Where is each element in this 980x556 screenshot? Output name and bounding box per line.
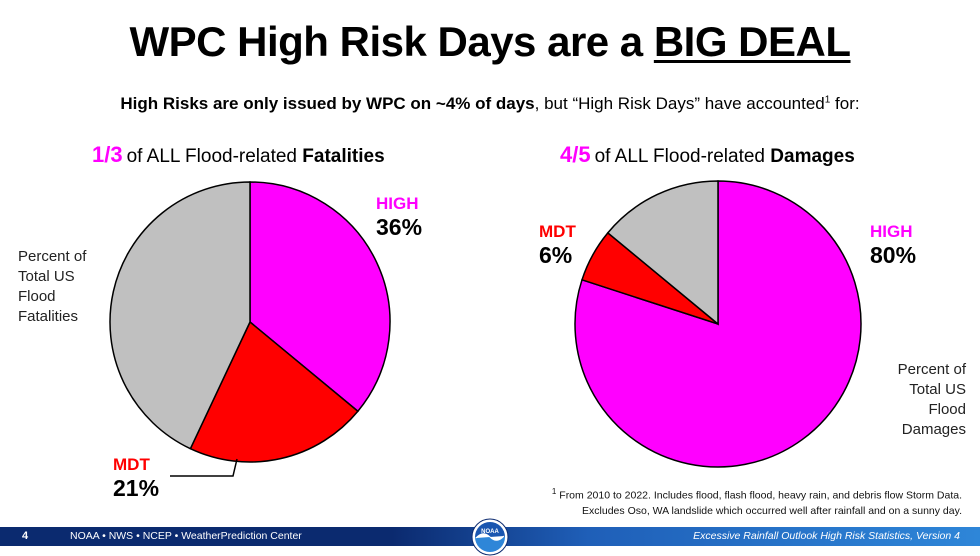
damages-header: 4/5 of ALL Flood-related Damages [560,142,855,167]
fatalities-other-slice [109,181,251,450]
slice-category: HIGH [870,222,913,241]
damages-fraction: 4/5 [560,142,591,167]
slice-percent: 6% [539,241,573,268]
fatalities-fraction: 1/3 [92,142,123,167]
title-emphasis: BIG DEAL [653,18,851,65]
damages-high-label: HIGH 80% [870,222,916,268]
slice-category: MDT [539,222,576,241]
slice-category: HIGH [376,194,419,213]
damages-mdt-label: MDT 6% [539,222,576,268]
fatalities-high-slice [249,181,391,413]
footer-org: NOAA • NWS • NCEP • WeatherPrediction Ce… [70,530,302,542]
subtitle-bold: High Risks are only issued by WPC on ~4%… [120,94,535,113]
damages-pie [574,180,862,468]
damages-other-slice [606,180,719,326]
damages-description: Percent of Total US Flood Damages [897,361,966,438]
subtitle: High Risks are only issued by WPC on ~4%… [120,94,860,113]
fatalities-mdt-slice [189,320,359,463]
mdt-leader-line [170,458,238,477]
footnote: 1 From 2010 to 2022. Includes flood, fla… [551,487,962,517]
page-title: WPC High Risk Days are a BIG DEAL [129,18,851,65]
footer-version: Excessive Rainfall Outlook High Risk Sta… [693,530,960,542]
fatalities-high-label: HIGH 36% [376,194,422,240]
slice-percent: 80% [870,241,917,268]
svg-text:NOAA: NOAA [481,529,499,535]
slice-category: MDT [113,455,150,474]
fatalities-mdt-label: MDT 21% [113,455,159,501]
slice-percent: 36% [376,213,423,240]
noaa-logo: NOAA [471,518,509,556]
fatalities-header: 1/3 of ALL Flood-related Fatalities [92,142,385,167]
slice-percent: 21% [113,474,160,501]
page-number: 4 [22,530,29,542]
fatalities-description: Percent of Total US Flood Fatalities [18,248,87,325]
fatalities-pie [109,181,391,463]
